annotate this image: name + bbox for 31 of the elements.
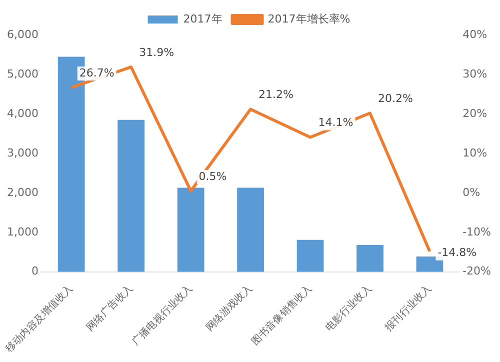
y-tick-label: 2,000 <box>6 186 38 199</box>
data-label: 14.1% <box>318 116 354 130</box>
y2-tick-label: -20% <box>462 264 492 278</box>
x-tick-label: 移动内容及增值收入 <box>3 282 76 355</box>
y-tick-label: 1,000 <box>6 225 38 238</box>
x-tick-label: 报刊行业收入 <box>382 282 434 334</box>
legend-label: 2017年 <box>183 12 222 26</box>
y2-tick-label: 0% <box>462 186 480 199</box>
y2-tick-label: 40% <box>462 28 488 41</box>
y-tick-label: 6,000 <box>6 28 38 41</box>
data-label: 20.2% <box>378 92 413 106</box>
data-label: 31.9% <box>139 46 174 59</box>
bar <box>237 188 264 272</box>
y2-tick-label: 20% <box>462 106 488 120</box>
bar <box>118 120 145 272</box>
y-tick-label: 5,000 <box>6 67 38 80</box>
y2-tick-label: -10% <box>462 225 492 238</box>
data-label: -14.8% <box>438 246 477 260</box>
y-tick-label: 4,000 <box>6 106 38 120</box>
x-tick-label: 电影行业收入 <box>323 282 374 334</box>
y2-tick-label: 10% <box>462 146 488 160</box>
data-label: 21.2% <box>258 88 294 102</box>
y2-tick-label: 30% <box>462 67 488 80</box>
bar <box>356 245 384 272</box>
legend-label: 2017年增长率% <box>268 12 350 26</box>
bar <box>177 188 204 272</box>
bar <box>296 240 324 272</box>
y-tick-label: 0 <box>31 264 38 278</box>
data-label: 0.5% <box>198 170 227 183</box>
y-tick-label: 3,000 <box>6 146 38 160</box>
data-label: 26.7% <box>79 66 114 80</box>
